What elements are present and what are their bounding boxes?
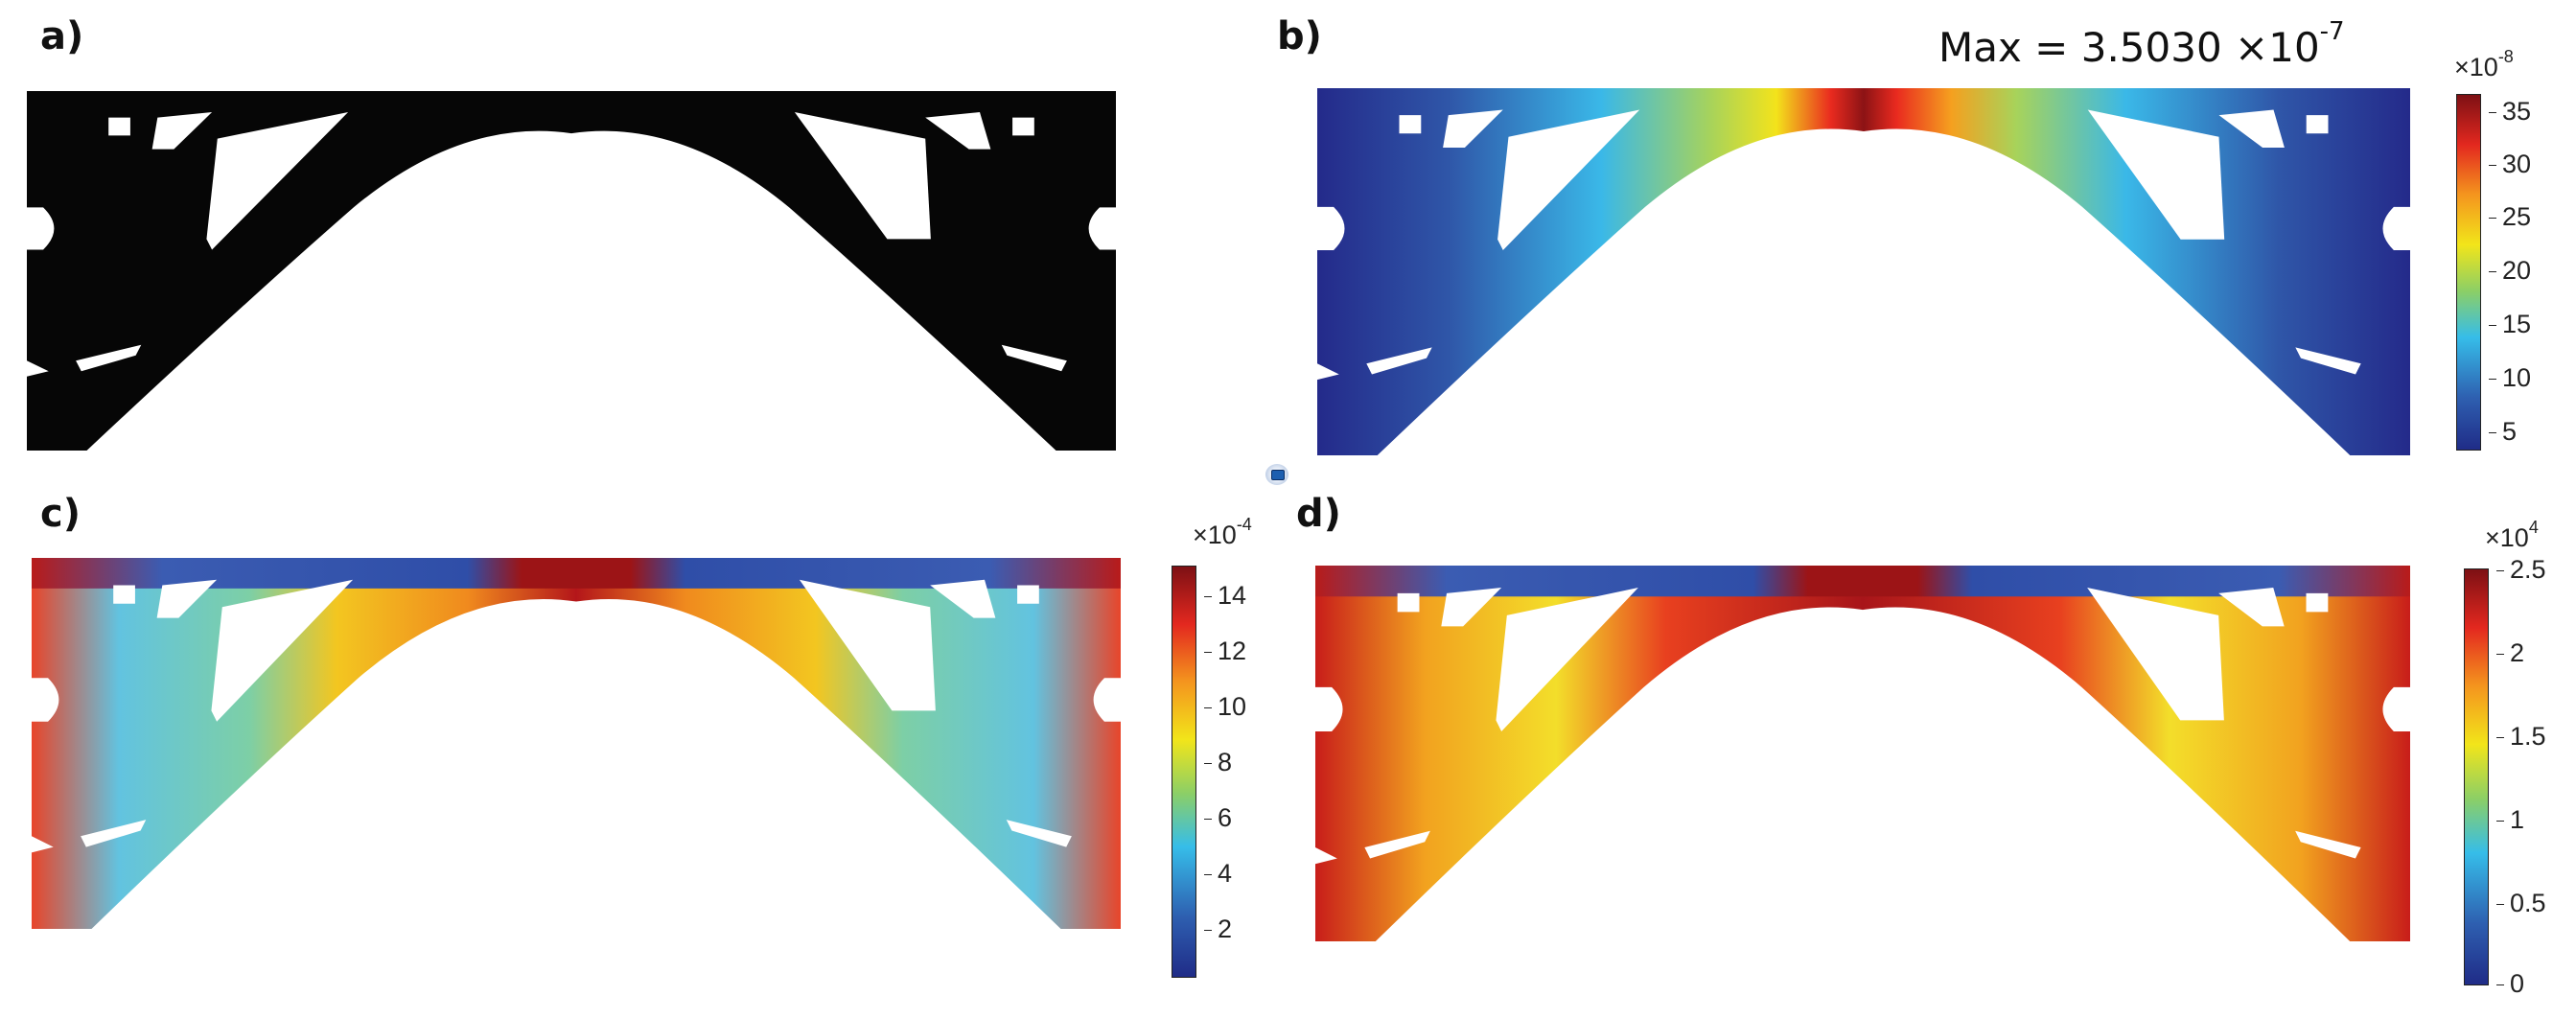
colorbar-c-multiplier: ×10-4 [1193,515,1252,549]
colorbar-d-tick: 0 [2495,969,2525,998]
colorbar-b-tick: 15 [2488,310,2532,338]
panel-b-displacement [1317,88,2410,455]
colorbar-d-tick: 2.5 [2496,555,2546,584]
colorbar-b-gradient [2456,94,2481,451]
field-plot-d [1315,566,2410,941]
colorbar-b-tick: 30 [2488,150,2532,178]
colorbar-c-tick: 10 [1203,692,1247,721]
colorbar-c-tick: 14 [1203,581,1247,610]
colorbar-d-tick: 0.5 [2496,889,2546,917]
panel-label-c: c) [40,492,81,536]
colorbar-b-tick: 20 [2488,256,2532,285]
colorbar-c-tick: 12 [1203,637,1247,665]
panel-label-b: b) [1277,14,1322,58]
app-icon [1265,464,1288,485]
panel-d-field [1315,566,2410,941]
colorbar-d-tick: 1 [2495,805,2525,834]
panel-label-a: a) [40,14,84,58]
colorbar-b-tick: 25 [2488,202,2532,231]
colorbar-d-tick: 1.5 [2496,722,2546,751]
colorbar-b-tick: 10 [2488,363,2532,392]
topology-plot [27,91,1116,451]
colorbar-d-gradient [2464,568,2489,985]
colorbar-c-tick: 2 [1203,915,1233,943]
colorbar-c-tick: 6 [1203,803,1233,832]
displacement-plot [1317,88,2410,455]
colorbar-d-multiplier: ×104 [2485,518,2539,552]
colorbar-d-tick: 2 [2495,638,2525,667]
field-plot-c [32,558,1121,929]
max-value-exponent: -7 [2319,17,2345,46]
colorbar-c-tick: 4 [1203,859,1233,888]
panel-c-field [32,558,1121,929]
colorbar-b-tick: 35 [2488,97,2532,126]
max-value-text: Max = 3.5030 ×10 [1938,24,2320,71]
colorbar-b-tick: 5 [2488,417,2518,446]
colorbar-b-multiplier: ×10-8 [2454,47,2514,81]
panel-label-d: d) [1296,492,1341,536]
max-value-label: Max = 3.5030 ×10-7 [1938,19,2345,71]
colorbar-c-tick: 8 [1203,748,1233,776]
panel-a-topology [27,91,1116,451]
colorbar-c-gradient [1172,566,1196,978]
